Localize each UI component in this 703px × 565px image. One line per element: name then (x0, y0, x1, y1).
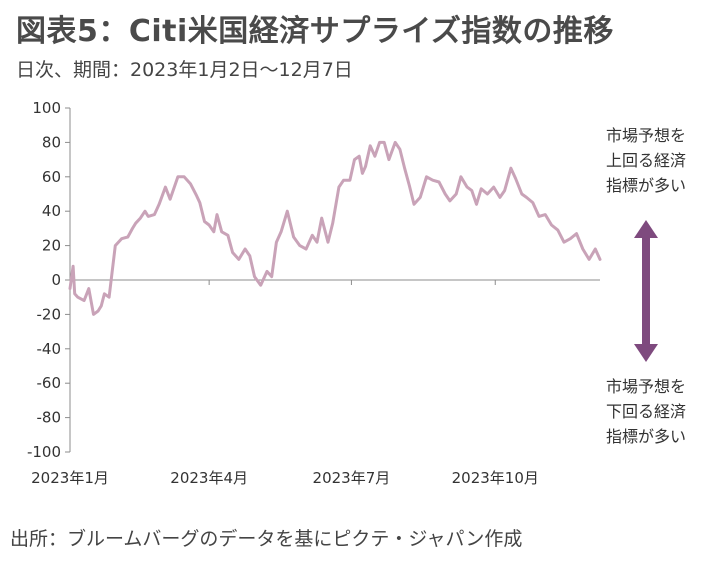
y-tick-label: -60 (37, 374, 62, 392)
x-tick-label: 2023年10月 (452, 469, 539, 487)
x-tick-label: 2023年7月 (313, 469, 391, 487)
y-tick-label: -40 (37, 340, 62, 358)
annotation-lower-line-1: 下回る経済 (606, 402, 686, 421)
source-note: 出所：ブルームバーグのデータを基にピクテ・ジャパン作成 (10, 528, 523, 550)
arrow-head-up (634, 220, 658, 238)
double-arrow-icon (634, 220, 658, 362)
annotation-lower-line-0: 市場予想を (606, 377, 686, 396)
annotation-lower-line-2: 指標が多い (606, 427, 686, 446)
annotation-upper-line-0: 市場予想を (606, 126, 686, 145)
annotation-upper-line-2: 指標が多い (606, 176, 686, 195)
y-tick-label: 60 (42, 168, 61, 186)
y-tick-label: 40 (42, 202, 61, 220)
chart-plot-area (68, 140, 602, 316)
chart-axes (65, 107, 600, 453)
chart-subtitle: 日次、期間：2023年1月2日〜12月7日 (16, 59, 353, 81)
arrow-head-down (634, 344, 658, 362)
x-tick-label: 2023年4月 (170, 469, 248, 487)
annotation-upper-line-1: 上回る経済 (606, 151, 686, 170)
y-tick-label: 20 (42, 237, 61, 255)
y-tick-label: 0 (51, 271, 61, 289)
x-tick-label: 2023年1月 (31, 469, 109, 487)
page-title: 図表5：Citi米国経済サプライズ指数の推移 (16, 14, 614, 49)
y-tick-label: 80 (42, 133, 61, 151)
y-tick-label: -20 (37, 305, 62, 323)
y-tick-label: 100 (32, 99, 61, 117)
series-line-0 (68, 140, 602, 316)
y-tick-label: -80 (37, 409, 62, 427)
y-tick-label: -100 (27, 443, 61, 461)
chart-tick-labels: 100 80 60 40 20 0 -20 -40 -60 -80 -100 2023年1月 2023年… (27, 99, 539, 487)
